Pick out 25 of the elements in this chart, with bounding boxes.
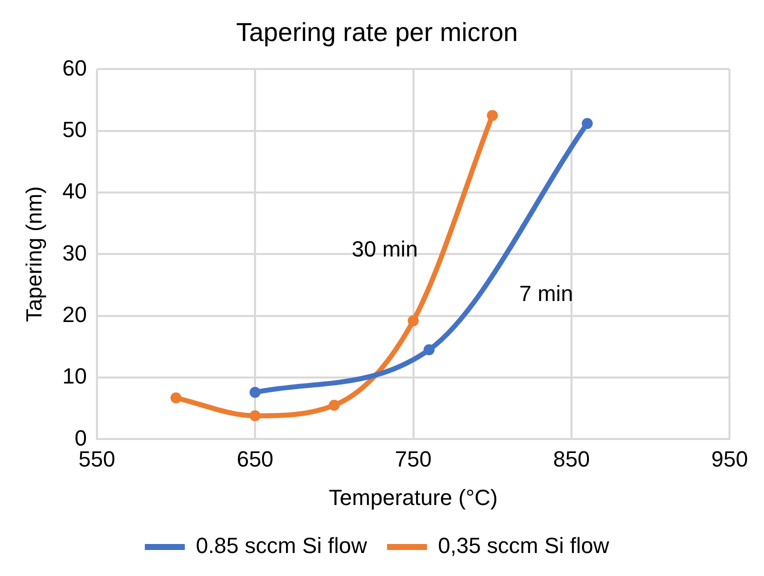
point xyxy=(582,118,593,129)
x-tick-label: 950 xyxy=(711,446,748,472)
legend-label: 0.85 sccm Si flow xyxy=(196,533,368,558)
legend-label: 0,35 sccm Si flow xyxy=(438,533,610,558)
point xyxy=(170,392,182,404)
y-tick-label: 20 xyxy=(62,302,87,327)
x-axis-title: Temperature (°C) xyxy=(328,484,498,510)
point xyxy=(424,344,435,356)
y-tick-label: 30 xyxy=(62,240,87,266)
chart-title: Tapering rate per micron xyxy=(236,16,518,47)
y-tick-label: 10 xyxy=(62,364,87,389)
point xyxy=(250,386,261,398)
y-axis-title: Tapering (nm) xyxy=(21,186,46,322)
x-tick-label: 650 xyxy=(236,446,274,472)
point xyxy=(328,400,340,411)
y-tick-label: 60 xyxy=(62,55,87,80)
x-tick-label: 850 xyxy=(553,446,590,472)
y-tick-label: 50 xyxy=(62,116,87,142)
point xyxy=(486,110,498,121)
annotation: 30 min xyxy=(352,236,418,262)
x-tick-label: 750 xyxy=(394,446,432,472)
y-tick-label: 40 xyxy=(62,178,87,204)
point xyxy=(250,410,261,422)
point xyxy=(408,315,419,326)
annotation: 7 min xyxy=(519,280,574,306)
